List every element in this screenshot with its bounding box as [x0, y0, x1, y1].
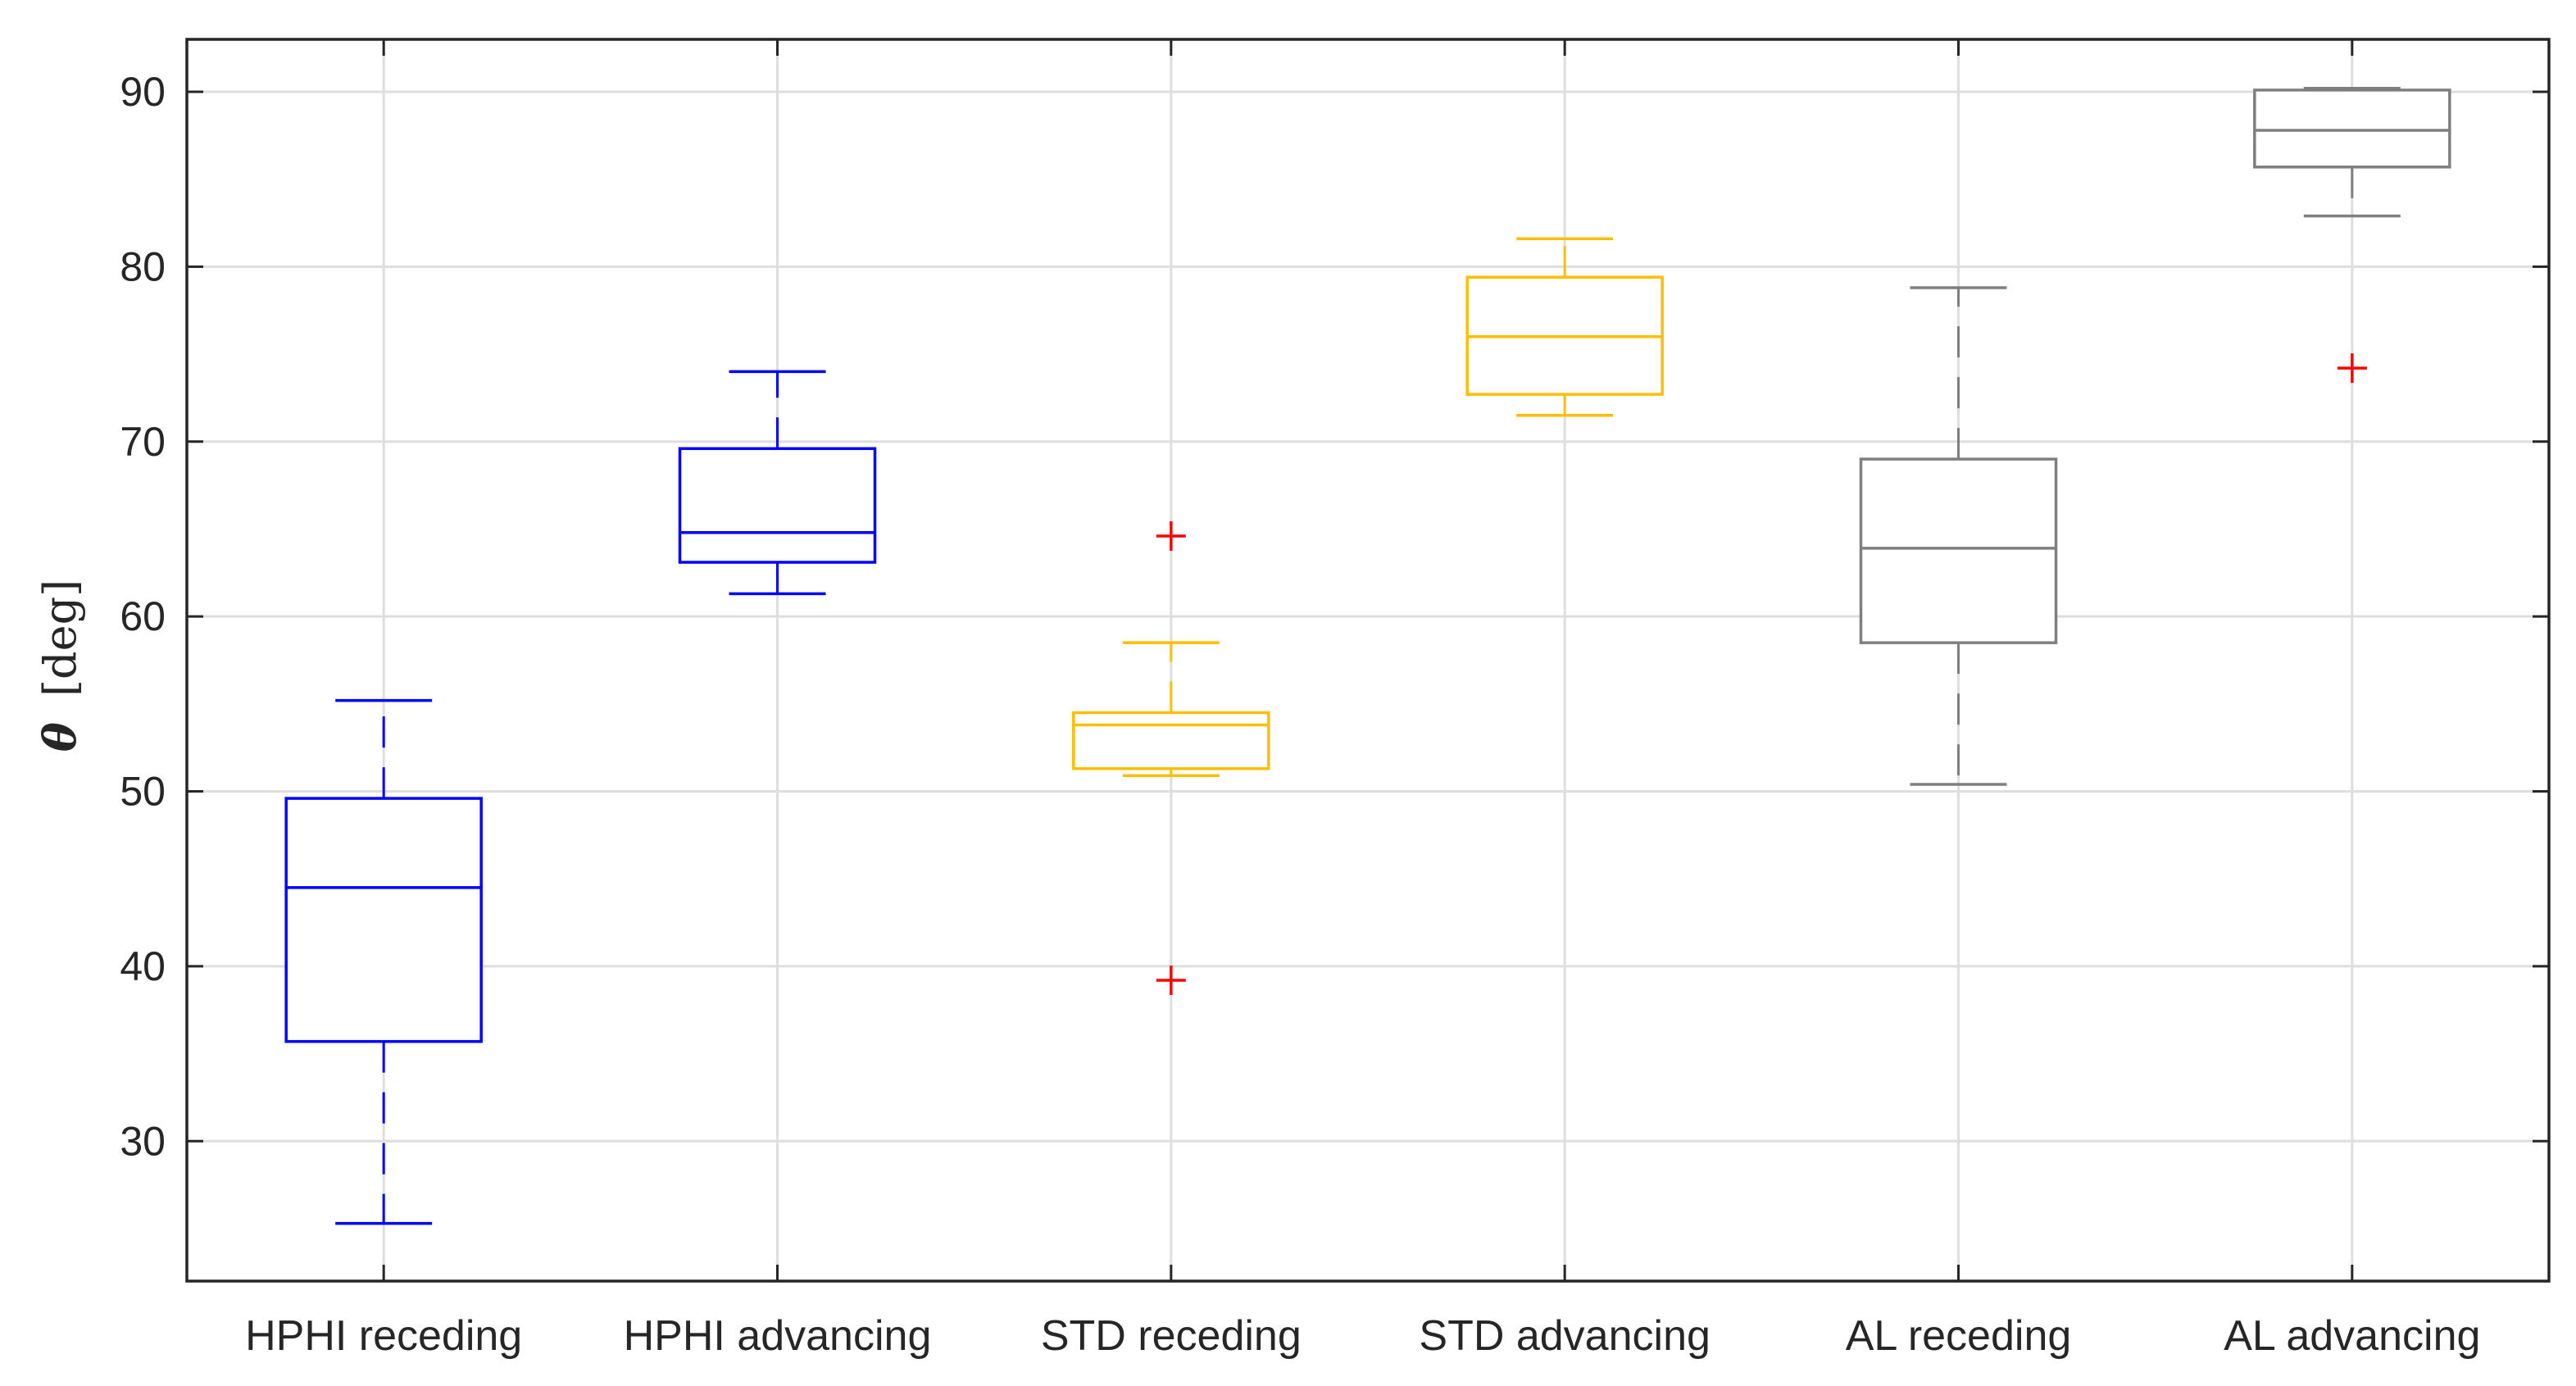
y-tick-label: 50	[120, 769, 166, 815]
x-category-label: STD receding	[1041, 1312, 1302, 1360]
box-std-receding	[1072, 521, 1270, 995]
y-axis-symbol: θ	[34, 722, 86, 752]
y-tick-label: 90	[120, 69, 166, 115]
x-category-label: STD advancing	[1419, 1312, 1711, 1360]
box-hphi-receding	[284, 698, 483, 1225]
y-tick-label: 30	[120, 1118, 166, 1164]
x-category-label: AL receding	[1846, 1312, 2072, 1360]
box-std-advancing	[1465, 237, 1664, 417]
iqr-box	[678, 447, 877, 564]
y-tick-label: 40	[120, 943, 166, 989]
outlier-marker	[1156, 965, 1186, 995]
box-series	[284, 86, 2451, 1225]
iqr-box	[2253, 89, 2451, 169]
box-hphi-advancing	[678, 370, 877, 596]
y-tick-label: 80	[120, 243, 166, 289]
iqr-box	[1072, 711, 1270, 770]
x-category-label: HPHI advancing	[624, 1312, 932, 1360]
x-category-label: AL advancing	[2224, 1312, 2480, 1360]
y-tick-label: 60	[120, 593, 166, 639]
iqr-box	[1859, 457, 2058, 644]
x-category-label: HPHI receding	[245, 1312, 522, 1360]
y-tick-label: 70	[120, 419, 166, 465]
y-axis-unit: [deg]	[34, 579, 86, 697]
outlier-marker	[1156, 521, 1186, 551]
box-al-advancing	[2253, 86, 2451, 384]
y-axis-title: θ [deg]	[34, 579, 86, 752]
outlier-marker	[2337, 353, 2367, 384]
axis-labels: 30 40 50 60 70 80 90 HPHI receding HPHI advancin…	[120, 69, 2480, 1360]
plot-frame	[185, 38, 2551, 1283]
axes	[185, 38, 2551, 1283]
box-al-receding	[1859, 286, 2058, 786]
iqr-box	[284, 797, 483, 1043]
